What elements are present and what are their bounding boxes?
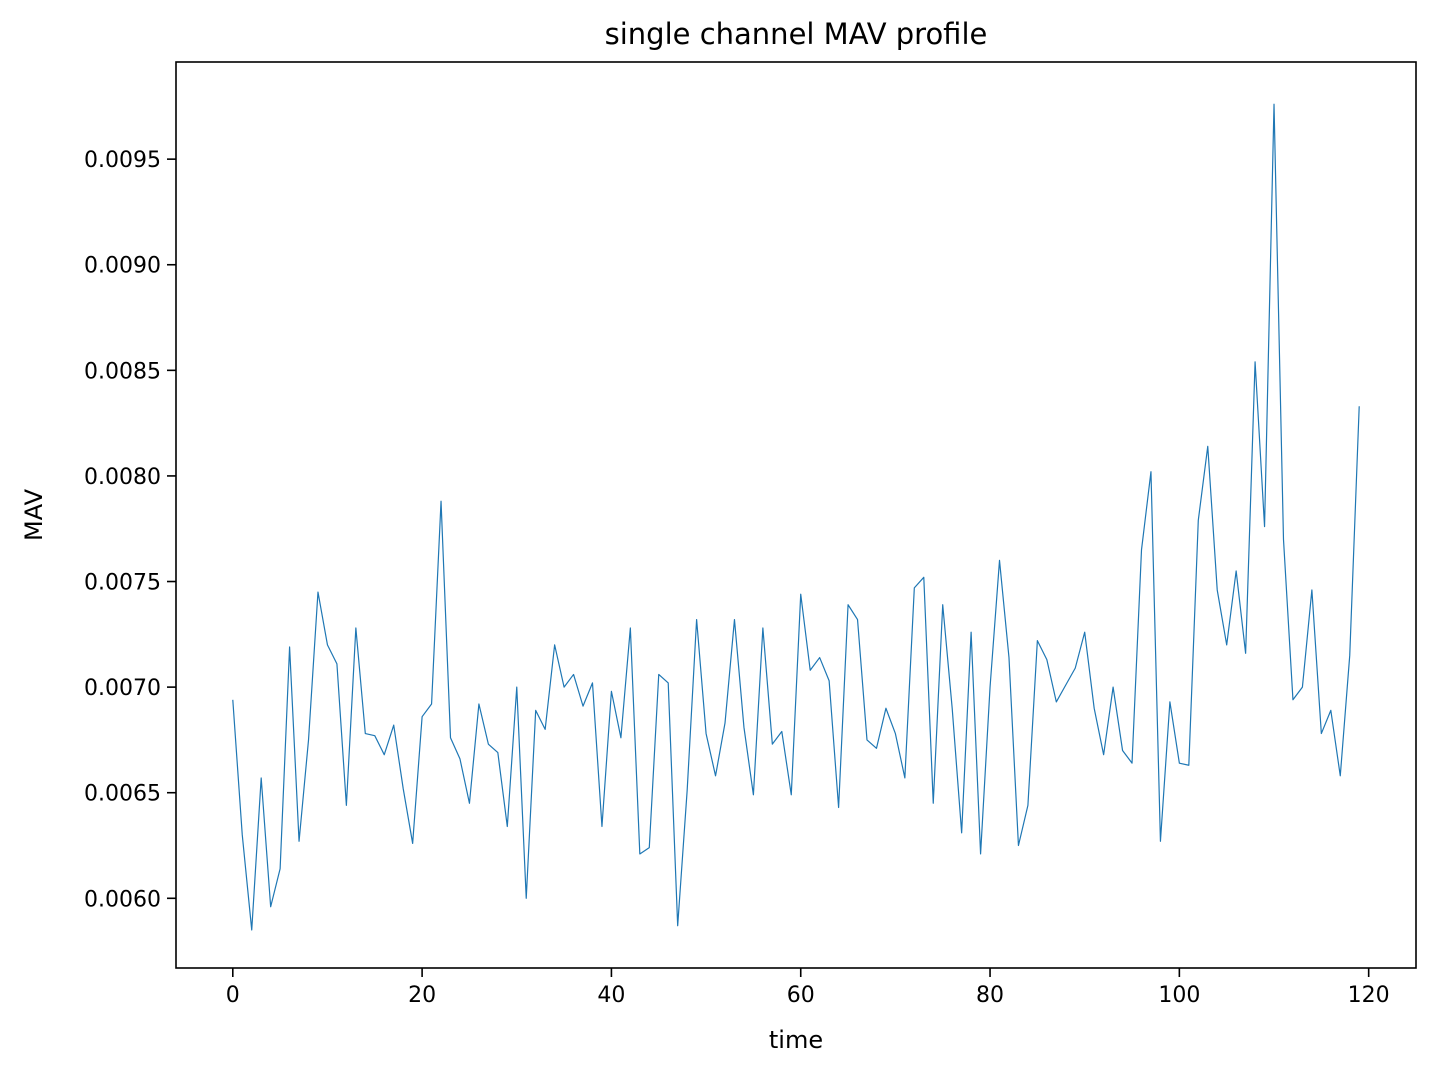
x-tick-label: 60 <box>787 983 815 1008</box>
chart-title: single channel MAV profile <box>605 17 988 51</box>
x-tick-label: 120 <box>1348 983 1390 1008</box>
y-tick-label: 0.0060 <box>84 887 161 912</box>
series-line <box>232 103 1360 931</box>
y-tick-label: 0.0085 <box>84 359 161 384</box>
y-tick-label: 0.0070 <box>84 676 161 701</box>
series-line-group <box>232 103 1360 931</box>
y-tick-label: 0.0075 <box>84 571 161 596</box>
x-axis-label: time <box>769 1026 823 1054</box>
y-tick-label: 0.0065 <box>84 782 161 807</box>
x-axis-ticks: 0 20 40 60 80 100 120 <box>226 968 1390 1008</box>
y-axis-label: MAV <box>20 488 48 541</box>
x-tick-label: 40 <box>597 983 625 1008</box>
y-tick-label: 0.0090 <box>84 254 161 279</box>
plot-frame <box>175 61 1417 969</box>
y-axis-ticks: 0.0060 0.0065 0.0070 0.0075 0.0080 0.0085 0.00… <box>84 148 176 912</box>
x-tick-label: 0 <box>226 983 240 1008</box>
y-tick-label: 0.0080 <box>84 465 161 490</box>
y-tick-label: 0.0095 <box>84 148 161 173</box>
x-tick-label: 20 <box>408 983 436 1008</box>
x-tick-label: 80 <box>976 983 1004 1008</box>
x-tick-label: 100 <box>1158 983 1200 1008</box>
